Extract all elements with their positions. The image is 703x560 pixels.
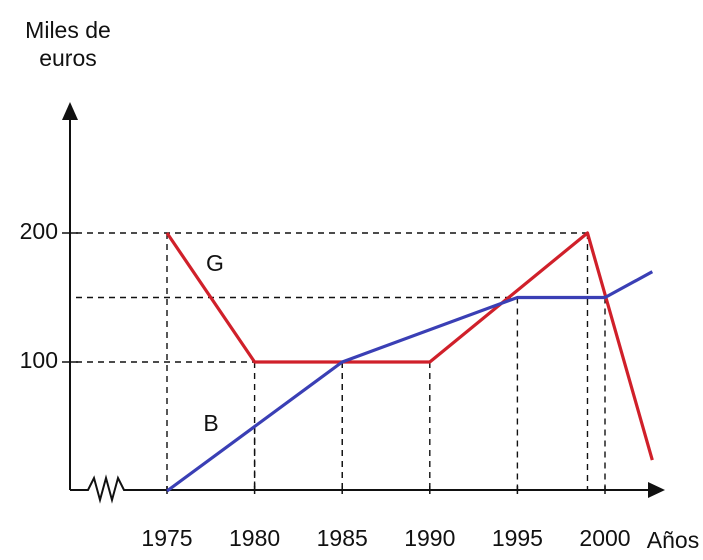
y-axis-title: Miles de xyxy=(25,17,111,43)
x-tick-label: 1975 xyxy=(141,525,192,551)
y-axis-arrow xyxy=(62,102,78,120)
series-line xyxy=(166,270,654,493)
x-axis-arrow xyxy=(648,482,665,498)
x-axis-title: Años xyxy=(647,527,699,553)
x-tick-label: 1980 xyxy=(229,525,280,551)
axes xyxy=(62,102,665,504)
y-axis-title: euros xyxy=(39,45,97,71)
x-axis xyxy=(70,474,655,504)
x-tick-label: 1995 xyxy=(492,525,543,551)
y-tick-label: 100 xyxy=(20,347,58,373)
y-tick-label: 200 xyxy=(20,218,58,244)
x-tick-label: 2000 xyxy=(579,525,630,551)
x-tick-label: 1990 xyxy=(404,525,455,551)
series-label: G xyxy=(206,250,224,276)
series-label: B xyxy=(203,410,218,436)
x-tick-label: 1985 xyxy=(317,525,368,551)
series-line xyxy=(165,231,654,461)
